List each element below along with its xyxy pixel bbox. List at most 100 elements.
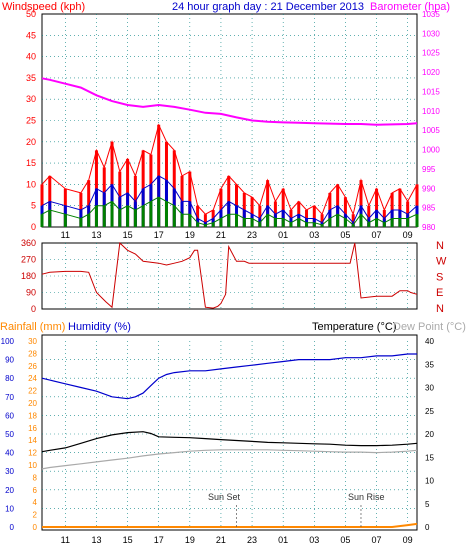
wind-xtick: 23 (247, 230, 257, 240)
sunset-label: Sun Set (208, 492, 241, 502)
rain-ytick: 0 (33, 523, 38, 532)
baro-ytick: 985 (422, 204, 436, 213)
temp-xtick: 09 (403, 535, 413, 545)
dew-axis-title: Dew Point (°C) (393, 321, 466, 333)
wind-ytick: 50 (26, 9, 36, 19)
wind-series-line (41, 123, 418, 216)
wind-ytick: 15 (26, 158, 36, 168)
compass-label: N (436, 240, 444, 252)
wind-axis-title: Windspeed (kph) (2, 1, 85, 13)
direction-line (41, 241, 418, 309)
rain-ytick: 6 (33, 486, 38, 495)
baro-ytick: 1025 (422, 49, 440, 58)
wind-ytick: 25 (26, 116, 36, 126)
rain-ytick: 16 (28, 424, 37, 433)
compass-label: S (436, 271, 443, 283)
baro-ytick: 1035 (422, 10, 440, 19)
temp-xtick: 21 (216, 535, 226, 545)
temp-xtick: 17 (154, 535, 164, 545)
dir-ytick: 0 (31, 304, 36, 314)
chart-title: 24 hour graph day : 21 December 2013 (172, 1, 364, 13)
baro-ytick: 990 (422, 184, 436, 193)
baro-ytick: 980 (422, 223, 436, 232)
hum-ytick: 80 (5, 374, 14, 383)
wind-ytick: 20 (26, 137, 36, 147)
wind-series-line (41, 175, 418, 224)
temp-xtick: 07 (372, 535, 382, 545)
baro-ytick: 1015 (422, 87, 440, 96)
compass-label: E (436, 287, 443, 299)
dir-ytick: 270 (21, 255, 36, 265)
rain-ytick: 2 (33, 511, 38, 520)
wind-xtick: 21 (216, 230, 226, 240)
baro-ytick: 995 (422, 165, 436, 174)
temp-ytick: 10 (425, 477, 434, 486)
temp-xtick: 03 (309, 535, 319, 545)
dir-ytick: 180 (21, 271, 36, 281)
rain-axis-title: Rainfall (mm) (0, 321, 65, 333)
temp-ytick: 20 (425, 430, 434, 439)
wind-ytick: 40 (26, 52, 36, 62)
hum-ytick: 90 (5, 356, 14, 365)
hum-ytick: 10 (5, 504, 14, 513)
wind-xtick: 13 (91, 230, 101, 240)
barometer-line (41, 77, 418, 126)
compass-label: W (436, 256, 447, 268)
wind-xtick: 03 (309, 230, 319, 240)
temp-ytick: 15 (425, 453, 434, 462)
wind-series-line (41, 196, 418, 226)
hum-ytick: 20 (5, 486, 14, 495)
rain-ytick: 26 (28, 362, 37, 371)
wind-xtick: 15 (123, 230, 133, 240)
hum-ytick: 0 (10, 523, 15, 532)
wind-ytick: 45 (26, 30, 36, 40)
hum-ytick: 70 (5, 393, 14, 402)
hum-ytick: 30 (5, 467, 14, 476)
wind-ytick: 35 (26, 73, 36, 83)
temp-ytick: 35 (425, 360, 434, 369)
wind-ytick: 30 (26, 94, 36, 104)
dir-ytick: 360 (21, 238, 36, 248)
rain-ytick: 20 (28, 399, 37, 408)
rain-ytick: 14 (28, 436, 37, 445)
temp-xtick: 15 (123, 535, 133, 545)
rain-ytick: 22 (28, 387, 37, 396)
temp-ytick: 30 (425, 384, 434, 393)
rain-ytick: 12 (28, 449, 37, 458)
rain-ytick: 18 (28, 411, 37, 420)
compass-label: N (436, 303, 444, 315)
rain-ytick: 4 (33, 498, 38, 507)
temp-ytick: 5 (425, 500, 430, 509)
wind-xtick: 19 (185, 230, 195, 240)
rainfall-line (42, 522, 418, 528)
baro-ytick: 1010 (422, 107, 440, 116)
hum-ytick: 60 (5, 411, 14, 420)
wind-xtick: 01 (278, 230, 288, 240)
humidity-line (41, 353, 417, 400)
hum-ytick: 100 (1, 337, 15, 346)
wind-ytick: 10 (26, 179, 36, 189)
temp-ytick: 40 (425, 337, 434, 346)
rain-ytick: 24 (28, 374, 37, 383)
temp-xtick: 19 (185, 535, 195, 545)
wind-ytick: 5 (31, 201, 36, 211)
rain-ytick: 8 (33, 473, 38, 482)
rain-ytick: 28 (28, 349, 37, 358)
sunrise-label: Sun Rise (348, 492, 385, 502)
hum-axis-title: Humidity (%) (68, 321, 131, 333)
hum-ytick: 40 (5, 449, 14, 458)
baro-axis-title: Barometer (hpa) (370, 1, 450, 13)
wind-xtick: 07 (372, 230, 382, 240)
temp-xtick: 01 (278, 535, 288, 545)
rain-ytick: 10 (28, 461, 37, 470)
temp-ytick: 0 (425, 523, 430, 532)
dewpoint-line (41, 449, 418, 470)
rain-ytick: 30 (28, 337, 37, 346)
temp-xtick: 23 (247, 535, 257, 545)
temp-xtick: 11 (61, 535, 70, 545)
wind-xtick: 09 (403, 230, 413, 240)
baro-ytick: 1020 (422, 68, 440, 77)
wind-ytick: 0 (31, 222, 36, 232)
